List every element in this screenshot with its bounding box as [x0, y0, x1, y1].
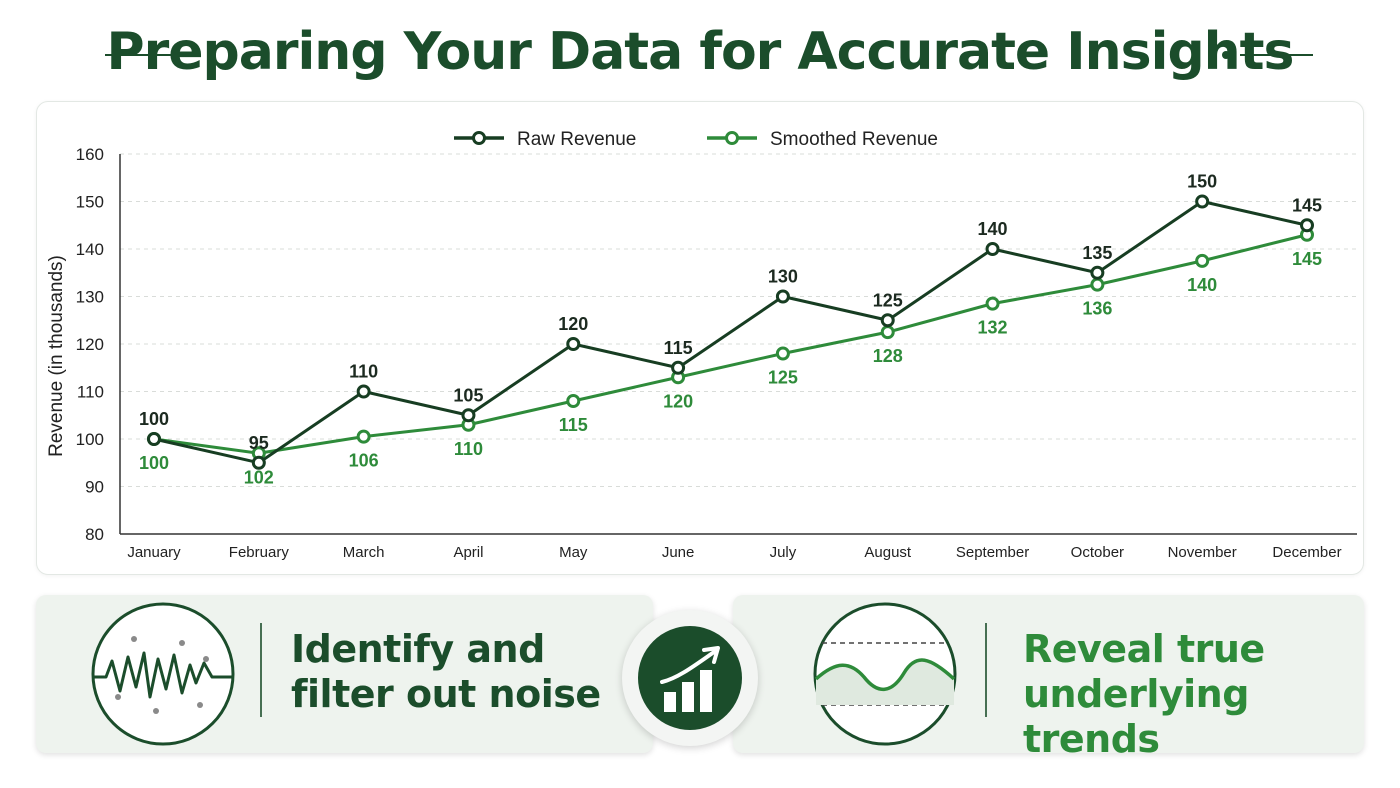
y-tick-label: 140	[76, 240, 104, 259]
data-label: 135	[1082, 243, 1112, 263]
title-rule-left	[105, 54, 197, 56]
data-point	[566, 337, 581, 351]
data-point	[985, 296, 1000, 311]
panel-divider	[985, 623, 987, 717]
data-label: 140	[978, 219, 1008, 239]
title-rule-right	[1240, 54, 1313, 56]
y-tick-label: 100	[76, 430, 104, 449]
y-tick-label: 160	[76, 145, 104, 164]
data-label: 105	[453, 385, 483, 405]
noise-text-line2: filter out noise	[291, 672, 601, 716]
x-tick-label: May	[559, 544, 588, 561]
trend-panel: Reveal true underlying trends	[733, 595, 1364, 761]
data-label: 125	[768, 368, 798, 388]
x-tick-label: August	[864, 544, 912, 561]
data-point	[1300, 218, 1314, 233]
legend-swatch-marker	[725, 131, 739, 145]
data-label: 102	[244, 467, 274, 487]
data-point	[356, 384, 371, 399]
data-label: 145	[1292, 195, 1322, 215]
data-point	[880, 325, 895, 340]
y-tick-label: 80	[85, 525, 104, 544]
title-row: Preparing Your Data for Accurate Insight…	[0, 18, 1400, 90]
trend-panel-text: Reveal true underlying trends	[1023, 627, 1353, 762]
data-point	[775, 346, 790, 361]
data-label: 120	[663, 391, 693, 411]
noise-waveform-icon	[91, 602, 235, 746]
x-tick-label: June	[662, 544, 695, 561]
data-label: 106	[349, 451, 379, 471]
trend-text-line2: underlying trends	[1023, 672, 1249, 761]
x-tick-label: December	[1272, 544, 1341, 561]
trend-text-line1: Reveal true	[1023, 627, 1265, 671]
x-tick-label: October	[1071, 544, 1124, 561]
x-tick-label: January	[127, 544, 181, 561]
title-dot-left	[208, 51, 216, 59]
data-point	[1195, 194, 1210, 209]
data-label: 100	[139, 409, 169, 429]
center-badge	[622, 610, 758, 746]
data-point	[1195, 253, 1210, 268]
data-point	[1090, 277, 1105, 292]
data-label: 100	[139, 453, 169, 473]
y-tick-label: 110	[77, 383, 104, 402]
data-label: 95	[249, 433, 269, 453]
data-label: 140	[1187, 275, 1217, 295]
y-axis-label: Revenue (in thousands)	[46, 255, 67, 457]
data-point	[671, 360, 686, 375]
chart-card: 80 90 100 110 120 130 140 150 160 Revenue (in tho…	[36, 101, 1364, 575]
x-tick-label: July	[770, 544, 797, 561]
center-badge-inner	[638, 626, 742, 730]
data-label: 150	[1187, 172, 1217, 192]
data-label: 128	[873, 346, 903, 366]
y-tick-label: 150	[76, 193, 104, 212]
data-label: 145	[1292, 249, 1322, 269]
data-label: 132	[978, 318, 1008, 338]
smooth-wave-icon	[813, 602, 957, 746]
x-tick-label: March	[343, 544, 385, 561]
series-line	[153, 200, 1308, 465]
data-label: 130	[768, 267, 798, 287]
data-point	[251, 455, 266, 470]
page-title: Preparing Your Data for Accurate Insight…	[106, 22, 1295, 82]
data-point	[147, 432, 161, 446]
data-point	[775, 289, 790, 304]
y-tick-label: 130	[76, 288, 104, 307]
data-label: 125	[873, 290, 903, 310]
y-tick-label: 90	[85, 478, 104, 497]
panel-divider	[260, 623, 262, 717]
data-label: 110	[454, 439, 483, 459]
data-point	[461, 408, 476, 423]
legend-swatch-marker	[472, 131, 486, 145]
data-point	[566, 394, 581, 408]
title-dot-right	[1222, 51, 1230, 59]
series-line	[153, 233, 1308, 455]
legend-label: Smoothed Revenue	[770, 129, 938, 150]
data-label: 115	[664, 338, 693, 358]
data-label: 110	[349, 362, 378, 382]
data-label: 136	[1082, 299, 1112, 319]
growth-bar-chart-icon	[660, 646, 720, 712]
noise-panel: Identify and filter out noise	[36, 595, 653, 753]
data-point	[1090, 265, 1105, 280]
x-tick-label: November	[1168, 544, 1237, 561]
x-tick-label: April	[453, 544, 483, 561]
x-tick-label: February	[229, 544, 290, 561]
data-label: 120	[558, 314, 588, 334]
legend-label: Raw Revenue	[517, 129, 636, 150]
data-point	[356, 429, 371, 444]
revenue-line-chart: 80 90 100 110 120 130 140 150 160 Revenue (in tho…	[46, 129, 1357, 561]
y-tick-label: 120	[76, 335, 104, 354]
x-tick-label: September	[956, 544, 1029, 561]
data-label: 115	[559, 415, 588, 435]
noise-panel-text: Identify and filter out noise	[291, 627, 631, 717]
noise-text-line1: Identify and	[291, 627, 545, 671]
data-point	[985, 242, 1000, 256]
data-point	[880, 313, 895, 328]
